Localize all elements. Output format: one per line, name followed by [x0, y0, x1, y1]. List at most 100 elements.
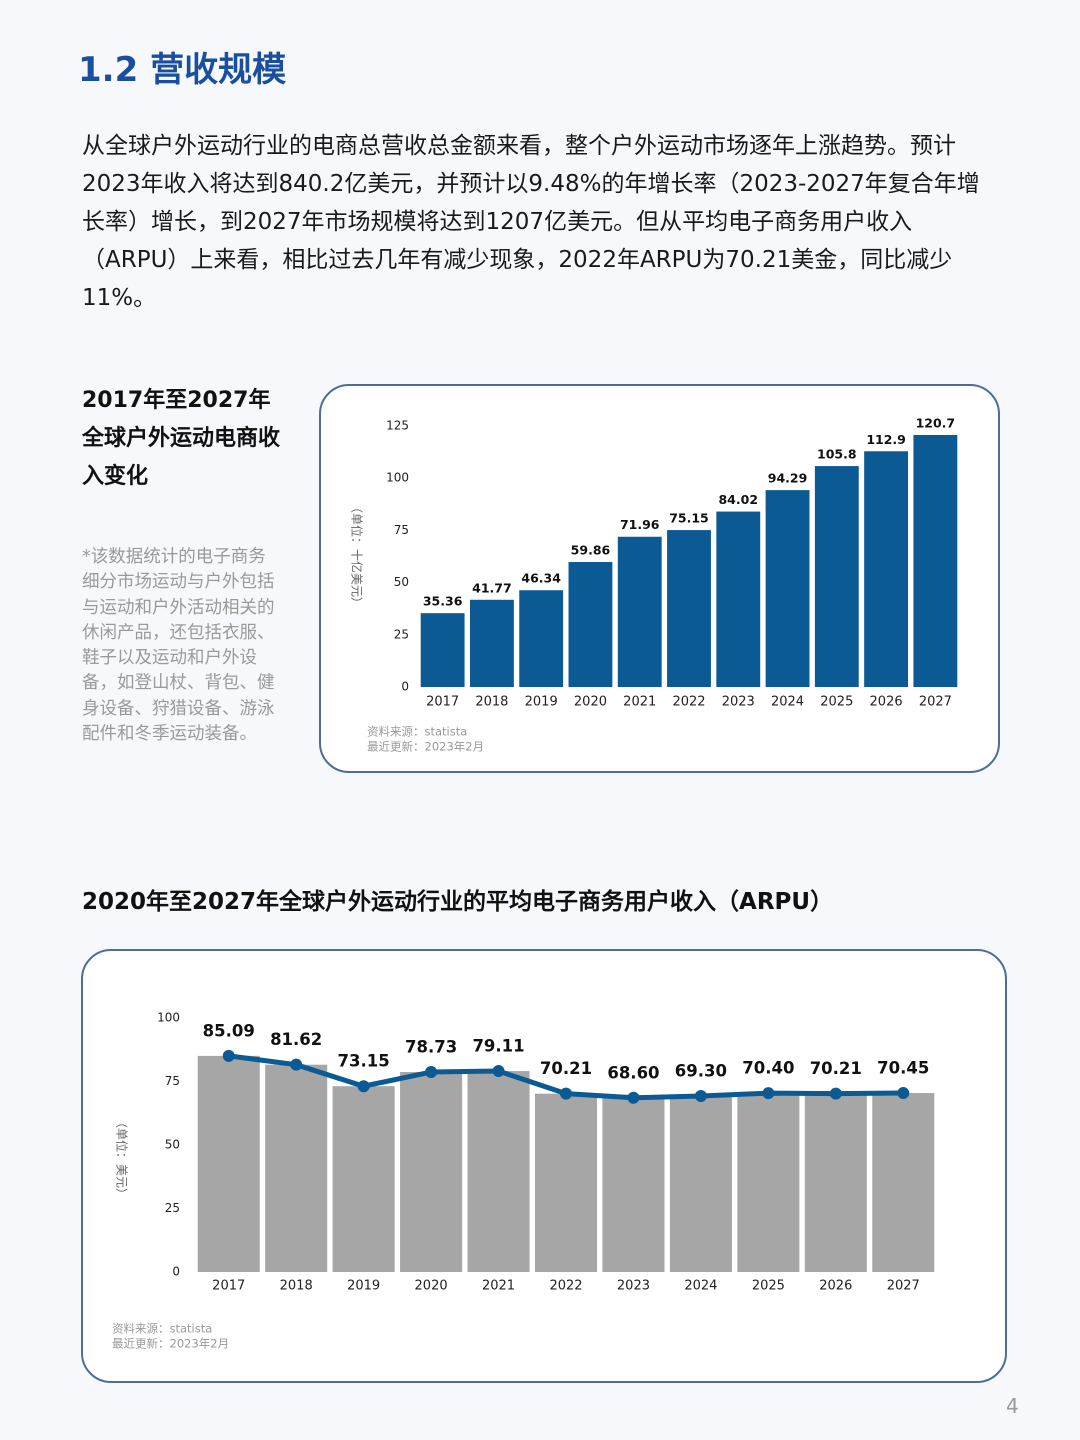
- x-tick-label: 2019: [525, 695, 558, 710]
- chart-title: 2017年至2027年全球户外运动电商收入变化: [82, 388, 281, 489]
- value-label: 112.9: [866, 432, 906, 447]
- value-label: 85.09: [203, 1021, 255, 1040]
- point: [560, 1087, 572, 1100]
- y-tick-label: 50: [394, 575, 409, 589]
- x-tick-label: 2020: [574, 695, 607, 710]
- y-tick-label: 75: [394, 523, 409, 537]
- point: [762, 1087, 775, 1100]
- bar: [765, 490, 810, 687]
- x-tick-label: 2025: [752, 1279, 785, 1294]
- x-tick-label: 2017: [426, 695, 459, 710]
- value-label: 78.73: [405, 1038, 457, 1057]
- x-tick-label: 2027: [887, 1279, 920, 1294]
- bar: [667, 530, 711, 687]
- bar: [814, 466, 859, 687]
- point: [897, 1087, 910, 1100]
- point: [492, 1065, 505, 1078]
- x-tick-label: 2023: [722, 695, 755, 710]
- value-label: 73.15: [338, 1052, 390, 1071]
- value-label: 35.36: [423, 594, 463, 609]
- value-label: 70.45: [877, 1059, 929, 1078]
- y-tick-label: 75: [165, 1074, 180, 1088]
- value-label: 120.7: [916, 415, 956, 430]
- bar: [400, 1072, 463, 1272]
- updated: 最近更新：2023年2月: [367, 740, 484, 754]
- bar: [568, 562, 613, 687]
- point: [425, 1066, 438, 1079]
- value-label: 69.30: [675, 1061, 727, 1080]
- x-tick-label: 2020: [415, 1279, 448, 1294]
- value-label: 84.02: [718, 492, 758, 507]
- y-axis-label: （单位：十亿美元）: [350, 501, 365, 609]
- value-label: 41.77: [472, 580, 512, 595]
- x-tick-label: 2024: [771, 695, 804, 710]
- value-label: 70.40: [742, 1059, 794, 1078]
- value-label: 75.15: [669, 511, 709, 526]
- bar: [669, 1095, 732, 1272]
- bar: [913, 434, 958, 687]
- value-label: 105.8: [817, 447, 857, 462]
- y-tick-label: 50: [165, 1138, 180, 1152]
- y-tick-label: 0: [172, 1265, 180, 1279]
- y-tick-label: 25: [165, 1201, 180, 1215]
- x-tick-label: 2027: [919, 695, 952, 710]
- page-number: 4: [1006, 1394, 1019, 1418]
- bar: [716, 511, 761, 687]
- x-tick-label: 2024: [684, 1279, 717, 1294]
- bar: [804, 1093, 867, 1272]
- chart-title: 2020年至2027年全球户外运动行业的平均电子商务用户收入（ARPU）: [82, 889, 834, 915]
- value-label: 71.96: [620, 517, 660, 532]
- y-tick-label: 25: [394, 627, 409, 641]
- x-tick-label: 2021: [623, 695, 656, 710]
- x-tick-label: 2018: [475, 695, 508, 710]
- x-tick-label: 2018: [280, 1279, 313, 1294]
- value-label: 68.60: [607, 1063, 659, 1082]
- bar: [617, 536, 662, 687]
- value-label: 79.11: [472, 1037, 524, 1056]
- bar: [872, 1093, 935, 1272]
- point: [290, 1058, 303, 1071]
- x-tick-label: 2025: [820, 695, 853, 710]
- value-label: 81.62: [270, 1030, 322, 1049]
- point: [829, 1087, 842, 1100]
- value-label: 59.86: [571, 543, 611, 558]
- y-tick-label: 125: [386, 419, 409, 433]
- bar: [864, 451, 909, 687]
- source: 资料来源：statista: [367, 725, 467, 739]
- section-title: 1.2 营收规模: [78, 50, 287, 90]
- updated: 最近更新：2023年2月: [112, 1337, 229, 1351]
- x-tick-label: 2022: [672, 695, 705, 710]
- x-tick-label: 2021: [482, 1279, 515, 1294]
- y-tick-label: 100: [386, 471, 409, 485]
- bar: [534, 1093, 598, 1272]
- x-tick-label: 2019: [347, 1279, 380, 1294]
- x-tick-label: 2023: [617, 1279, 650, 1294]
- bar: [737, 1093, 800, 1272]
- point: [627, 1091, 640, 1104]
- chart-note: *该数据统计的电子商务细分市场运动与户外包括与运动和户外活动相关的休闲产品，还包…: [82, 547, 275, 745]
- y-axis-label: （单位：美元）: [115, 1116, 130, 1200]
- bar: [519, 590, 564, 687]
- bar: [420, 613, 465, 687]
- point: [694, 1089, 707, 1102]
- source: 资料来源：statista: [112, 1322, 212, 1336]
- x-tick-label: 2026: [870, 695, 903, 710]
- y-tick-label: 0: [401, 680, 409, 694]
- value-label: 94.29: [768, 471, 808, 486]
- bar: [332, 1086, 395, 1272]
- y-tick-label: 100: [157, 1011, 180, 1025]
- value-label: 46.34: [521, 571, 561, 586]
- x-tick-label: 2022: [549, 1279, 582, 1294]
- bar: [265, 1064, 328, 1272]
- bar: [469, 599, 514, 687]
- x-tick-label: 2026: [819, 1279, 852, 1294]
- bar: [602, 1097, 665, 1272]
- intro-paragraph: 从全球户外运动行业的电商总营收总金额来看，整个户外运动市场逐年上涨趋势。预计20…: [82, 133, 980, 311]
- value-label: 70.21: [540, 1059, 592, 1078]
- bar: [197, 1055, 260, 1272]
- point: [357, 1080, 370, 1093]
- x-tick-label: 2017: [212, 1279, 245, 1294]
- bar: [467, 1071, 530, 1272]
